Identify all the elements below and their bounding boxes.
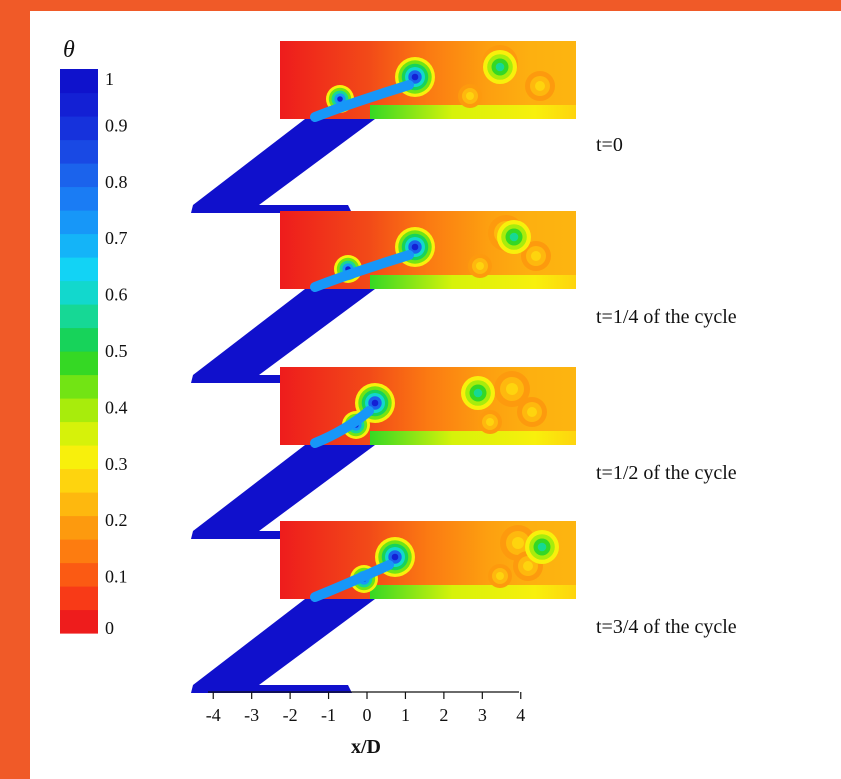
jet-core <box>310 80 414 122</box>
contour-level <box>391 553 399 561</box>
colorbar-tick-label: 1 <box>105 69 114 89</box>
panel-time-label: t=0 <box>596 134 623 156</box>
colorbar-band <box>60 351 98 376</box>
contour-level <box>486 418 494 426</box>
colorbar-band <box>60 280 98 305</box>
contour-level <box>371 399 379 407</box>
contour-level <box>476 262 484 270</box>
contour-level <box>509 232 519 242</box>
x-axis-tick-label: 4 <box>516 705 525 725</box>
colorbar-tick-label: 0.8 <box>105 172 128 192</box>
x-axis-label: x/D <box>351 736 381 758</box>
contour-panel: t=1/4 of the cycle <box>191 211 737 383</box>
contour-level <box>466 92 474 100</box>
plenum-floor <box>191 685 352 693</box>
contour-panel: t=3/4 of the cycle <box>191 521 737 693</box>
colorbar <box>60 69 98 634</box>
colorbar-tick-label: 0.9 <box>105 115 128 135</box>
contour-level <box>527 407 537 417</box>
panel-time-label: t=1/4 of the cycle <box>596 306 737 328</box>
wall-layer <box>370 105 576 119</box>
colorbar-band <box>60 116 98 141</box>
colorbar-band <box>60 586 98 611</box>
colorbar-band <box>60 421 98 446</box>
x-axis-tick-label: 0 <box>363 705 372 725</box>
colorbar-band <box>60 539 98 564</box>
panel-time-label: t=1/2 of the cycle <box>596 462 737 484</box>
contour-level <box>535 81 545 91</box>
jet-core <box>310 406 374 448</box>
contour-panel: t=0 <box>191 41 623 213</box>
colorbar-band <box>60 327 98 352</box>
panel-time-label: t=3/4 of the cycle <box>596 616 737 638</box>
colorbar-band <box>60 257 98 282</box>
x-axis-tick-label: 1 <box>401 705 410 725</box>
contour-level <box>495 62 505 72</box>
colorbar-band <box>60 186 98 211</box>
jet-core <box>310 560 394 602</box>
x-axis-tick-label: -2 <box>283 705 298 725</box>
colorbar-band <box>60 69 98 94</box>
wall-layer <box>370 275 576 289</box>
colorbar-band <box>60 609 98 634</box>
figure-panel: θ 1 0.9 0.8 0.7 0.6 0.5 0.4 0.3 0.2 0.1 0 t=0 t=1/4… <box>30 11 841 779</box>
contour-level <box>337 96 343 102</box>
contour-panel: t=1/2 of the cycle <box>191 367 737 539</box>
colorbar-band <box>60 163 98 188</box>
colorbar-band <box>60 233 98 258</box>
injection-hole <box>193 599 375 685</box>
contour-level <box>411 73 419 81</box>
injection-hole <box>193 289 375 375</box>
contour-level <box>537 542 547 552</box>
contour-figure: θ 1 0.9 0.8 0.7 0.6 0.5 0.4 0.3 0.2 0.1 0 t=0 t=1/4… <box>60 37 737 758</box>
contour-level <box>523 561 533 571</box>
contour-level <box>473 388 483 398</box>
colorbar-tick-label: 0.2 <box>105 510 128 530</box>
x-axis-tick-label: -4 <box>206 705 221 725</box>
contour-panels: t=0 t=1/4 of the cycle t=1/2 of the cycle t… <box>191 41 737 693</box>
wall-layer <box>370 431 576 445</box>
x-axis-tick-label: 2 <box>439 705 448 725</box>
x-axis-tick-label: -1 <box>321 705 336 725</box>
colorbar-band <box>60 398 98 423</box>
colorbar-band <box>60 515 98 540</box>
contour-level <box>506 383 518 395</box>
colorbar-tick-labels: 1 0.9 0.8 0.7 0.6 0.5 0.4 0.3 0.2 0.1 0 <box>105 69 128 638</box>
x-axis: -4 -3 -2 -1 0 1 2 3 4 <box>206 691 525 725</box>
colorbar-band <box>60 562 98 587</box>
injection-hole <box>193 445 375 531</box>
colorbar-title: θ <box>63 37 75 63</box>
colorbar-tick-label: 0 <box>105 618 114 638</box>
colorbar-tick-label: 0.7 <box>105 228 128 248</box>
colorbar-band <box>60 210 98 235</box>
colorbar-tick-label: 0.5 <box>105 341 128 361</box>
colorbar-tick-label: 0.1 <box>105 567 128 587</box>
jet-core <box>310 250 414 292</box>
colorbar-band <box>60 468 98 493</box>
colorbar-band <box>60 374 98 399</box>
contour-level <box>531 251 541 261</box>
colorbar-band <box>60 92 98 117</box>
colorbar-band <box>60 139 98 164</box>
colorbar-band <box>60 304 98 329</box>
wall-layer <box>370 585 576 599</box>
contour-level <box>496 572 504 580</box>
contour-level <box>512 537 524 549</box>
contour-level <box>411 243 419 251</box>
colorbar-tick-label: 0.4 <box>105 397 128 417</box>
colorbar-band <box>60 492 98 517</box>
colorbar-band <box>60 445 98 470</box>
x-axis-tick-label: 3 <box>478 705 487 725</box>
injection-hole <box>193 119 375 205</box>
colorbar-tick-label: 0.3 <box>105 454 128 474</box>
colorbar-tick-label: 0.6 <box>105 285 128 305</box>
x-axis-tick-label: -3 <box>244 705 259 725</box>
